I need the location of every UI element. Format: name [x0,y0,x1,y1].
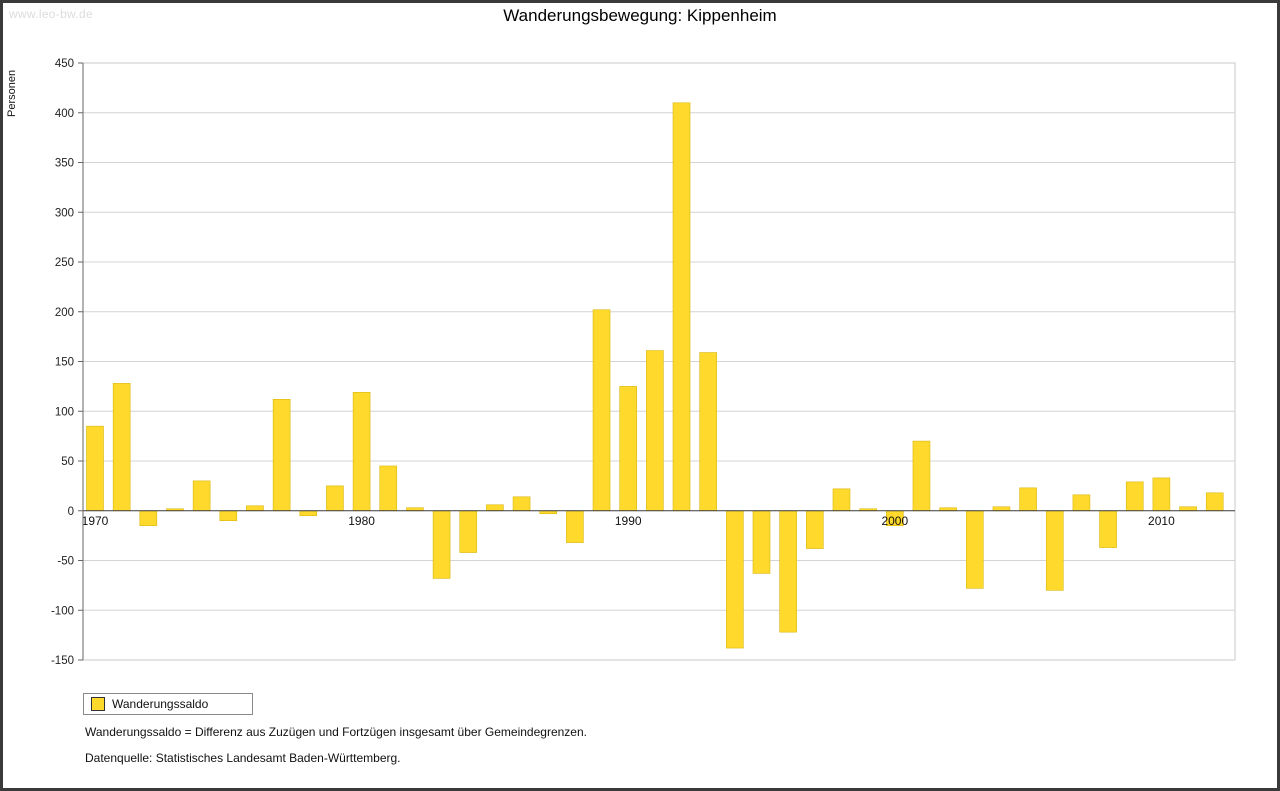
y-tick-label: -100 [51,605,74,617]
bar-1989 [592,309,611,512]
x-tick-label: 1990 [615,514,642,528]
bar-1990 [619,386,638,512]
bar-1993 [699,352,717,512]
bar-1998 [832,488,851,512]
bar-1994 [726,510,744,649]
bar-1985 [486,504,504,512]
y-tick-label: 100 [55,406,74,418]
bar-2003 [965,510,984,589]
footnote-definition: Wanderungssaldo = Differenz aus Zuzügen … [85,725,587,739]
bar-1984 [459,510,478,553]
bar-1970 [86,425,104,512]
y-tick-label: 350 [55,158,74,170]
bar-2004 [992,506,1011,512]
page-title: Wanderungsbewegung: Kippenheim [503,6,777,25]
y-tick-label: 250 [55,257,74,269]
bar-2007 [1072,494,1091,512]
watermark: www.leo-bw.de [9,7,93,21]
y-tick-label: -50 [57,556,74,568]
x-tick-label: 2000 [881,514,908,528]
migration-bar-chart: -150 -100 -50 0 50 100 150 200 250 300 350 400 450 19… [51,58,1236,667]
y-tick-label: 50 [61,456,74,468]
legend-box: Wanderungssaldo [83,693,254,715]
bar-2006 [1045,510,1064,591]
bar-2008 [1099,510,1117,548]
bar-2005 [1019,487,1037,512]
bar-2010 [1152,477,1171,512]
bar-1980 [352,392,371,512]
bar-2011 [1179,506,1197,512]
x-tick-label: 2010 [1148,514,1175,528]
x-tick-label: 1980 [348,514,375,528]
bar-1996 [779,510,797,633]
x-tick-label: 1970 [82,514,109,528]
bar-1983 [432,510,451,579]
legend-label: Wanderungssaldo [112,697,209,711]
y-tick-label: 200 [55,307,74,319]
bar-1972 [139,510,158,526]
y-tick-label: 400 [55,108,74,120]
bar-2012 [1205,492,1224,512]
bar-1976 [246,505,264,512]
bar-1981 [379,465,398,512]
bar-2009 [1125,481,1144,512]
y-tick-label: 300 [55,207,74,219]
bar-1974 [192,480,211,512]
bar-1992 [672,102,691,512]
bar-1997 [806,510,824,549]
bar-1988 [566,510,584,543]
footnote-source: Datenquelle: Statistisches Landesamt Bad… [85,751,401,765]
bar-1991 [646,350,664,512]
bar-1971 [112,383,131,512]
bar-1975 [219,510,238,521]
bar-1995 [752,510,771,574]
y-tick-label: -150 [51,655,74,667]
bar-1978 [299,510,318,517]
bar-1977 [272,399,291,512]
legend-color-swatch-icon [91,697,105,711]
bar-2001 [912,440,931,512]
y-tick-label: 450 [55,58,74,70]
bar-1986 [512,496,531,512]
y-tick-label: 0 [68,506,74,518]
y-tick-label: 150 [55,357,74,369]
bar-1979 [326,485,344,512]
